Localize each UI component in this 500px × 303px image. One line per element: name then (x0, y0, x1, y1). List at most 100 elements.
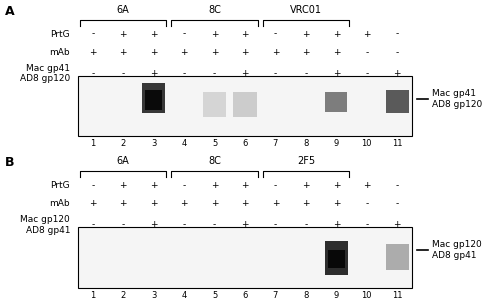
Text: +: + (150, 181, 158, 190)
Text: +: + (241, 221, 249, 229)
Text: +: + (332, 199, 340, 208)
Text: +: + (211, 48, 218, 57)
Bar (386, 244, 409, 270)
Text: +: + (211, 30, 218, 38)
Text: +: + (120, 30, 127, 38)
Text: PrtG: PrtG (50, 30, 70, 38)
Text: +: + (332, 221, 340, 229)
Text: +: + (120, 199, 127, 208)
Text: +: + (150, 48, 158, 57)
Text: 11: 11 (392, 291, 402, 300)
Text: +: + (180, 199, 188, 208)
Text: 10: 10 (362, 291, 372, 300)
Text: Mac gp120
AD8 gp41: Mac gp120 AD8 gp41 (20, 215, 70, 235)
Text: +: + (332, 48, 340, 57)
Text: -: - (396, 48, 399, 57)
Text: +: + (120, 48, 127, 57)
Text: mAb: mAb (50, 48, 70, 57)
Bar (325, 241, 348, 275)
Text: +: + (272, 199, 279, 208)
Text: -: - (274, 181, 277, 190)
Text: 6: 6 (242, 291, 248, 300)
Text: -: - (213, 69, 216, 78)
Text: -: - (91, 221, 94, 229)
Text: 2: 2 (120, 139, 126, 148)
Text: -: - (274, 69, 277, 78)
Text: -: - (213, 221, 216, 229)
Text: 8: 8 (303, 139, 308, 148)
Text: +: + (211, 199, 218, 208)
Text: +: + (150, 69, 158, 78)
Text: -: - (365, 48, 368, 57)
Text: +: + (180, 48, 188, 57)
Text: PrtG: PrtG (50, 181, 70, 190)
Text: +: + (150, 221, 158, 229)
Text: -: - (182, 221, 186, 229)
Bar (233, 92, 257, 117)
Bar (326, 92, 347, 112)
Text: Mac gp41
AD8 gp120: Mac gp41 AD8 gp120 (432, 89, 482, 109)
Text: 4: 4 (182, 139, 186, 148)
Text: +: + (363, 30, 370, 38)
Text: 10: 10 (362, 139, 372, 148)
Text: +: + (272, 48, 279, 57)
Text: 5: 5 (212, 139, 217, 148)
Text: 9: 9 (334, 139, 339, 148)
Text: Mac gp41
AD8 gp120: Mac gp41 AD8 gp120 (20, 64, 70, 83)
Text: +: + (241, 30, 249, 38)
Bar (142, 83, 165, 113)
Text: +: + (394, 69, 401, 78)
Text: +: + (241, 69, 249, 78)
Text: -: - (182, 181, 186, 190)
Text: 2F5: 2F5 (297, 156, 315, 166)
Text: -: - (365, 199, 368, 208)
Text: +: + (302, 30, 310, 38)
Text: 3: 3 (151, 139, 156, 148)
Text: +: + (150, 199, 158, 208)
Text: 1: 1 (90, 139, 96, 148)
Text: -: - (304, 69, 308, 78)
Text: +: + (241, 199, 249, 208)
Text: 8C: 8C (208, 5, 221, 15)
Text: +: + (363, 181, 370, 190)
Text: -: - (91, 30, 94, 38)
Text: -: - (91, 69, 94, 78)
Bar (202, 92, 226, 117)
Text: 6A: 6A (117, 5, 130, 15)
Text: 8C: 8C (208, 156, 221, 166)
Text: -: - (182, 30, 186, 38)
Text: -: - (396, 181, 399, 190)
Text: +: + (241, 48, 249, 57)
Text: 6A: 6A (117, 156, 130, 166)
Text: VRC01: VRC01 (290, 5, 322, 15)
Text: B: B (5, 156, 15, 169)
Text: +: + (302, 181, 310, 190)
Text: -: - (396, 199, 399, 208)
Text: 6: 6 (242, 139, 248, 148)
Text: -: - (274, 30, 277, 38)
Text: +: + (120, 181, 127, 190)
Bar (386, 90, 408, 113)
Text: -: - (122, 221, 125, 229)
Text: +: + (150, 30, 158, 38)
Text: 4: 4 (182, 291, 186, 300)
Text: -: - (274, 221, 277, 229)
Text: A: A (5, 5, 15, 18)
Text: Mac gp120
AD8 gp41: Mac gp120 AD8 gp41 (432, 240, 481, 260)
Text: 9: 9 (334, 291, 339, 300)
Text: 1: 1 (90, 291, 96, 300)
Text: 5: 5 (212, 291, 217, 300)
Text: 7: 7 (273, 291, 278, 300)
Bar (78, 76, 412, 136)
Text: -: - (182, 69, 186, 78)
Text: mAb: mAb (50, 199, 70, 208)
Bar (328, 250, 345, 268)
Bar (78, 227, 412, 288)
Text: +: + (332, 30, 340, 38)
Text: -: - (396, 30, 399, 38)
Text: -: - (304, 221, 308, 229)
Text: +: + (394, 221, 401, 229)
Text: -: - (122, 69, 125, 78)
Text: +: + (211, 181, 218, 190)
Text: +: + (332, 181, 340, 190)
